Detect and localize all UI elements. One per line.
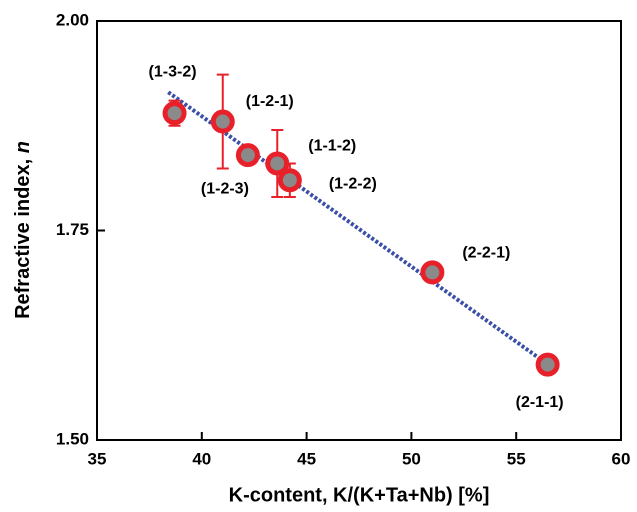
y-tick-label: 1.75 (56, 220, 89, 239)
point (277, 168, 302, 193)
x-tick-label: 35 (88, 449, 107, 468)
y-tick-label: 1.50 (56, 429, 89, 448)
x-tick-label: 55 (507, 449, 526, 468)
point-label: (1-2-2) (329, 175, 377, 192)
point (210, 109, 235, 134)
x-tick-label: 45 (297, 449, 316, 468)
y-axis-title-symbol: n (12, 141, 34, 153)
point (535, 352, 560, 377)
x-tick-label: 50 (402, 449, 421, 468)
x-tick-label: 40 (192, 449, 211, 468)
point (235, 143, 260, 168)
point-label: (1-3-2) (149, 63, 197, 80)
point-label: (1-2-1) (246, 93, 294, 110)
point-label: (2-2-1) (462, 245, 510, 262)
point-label: (1-2-3) (201, 180, 249, 197)
fit-line (167, 90, 556, 371)
y-tick-label: 2.00 (56, 10, 89, 29)
point (420, 260, 445, 285)
point-label: (1-1-2) (308, 138, 356, 155)
x-tick-label: 60 (612, 449, 631, 468)
point (162, 101, 187, 126)
y-axis-title: Refractive index, n (12, 141, 34, 319)
y-axis-title-text: Refractive index, (12, 153, 34, 319)
point-label: (2-1-1) (516, 394, 564, 411)
x-axis-title: K-content, K/(K+Ta+Nb) [%] (229, 484, 490, 506)
